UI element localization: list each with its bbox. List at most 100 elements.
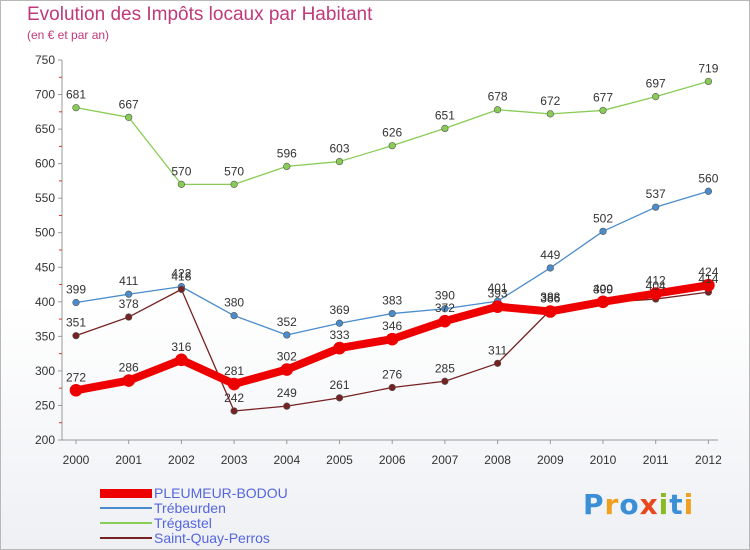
data-point xyxy=(543,305,557,318)
data-point xyxy=(704,77,713,86)
data-label: 672 xyxy=(540,94,560,108)
data-label: 502 xyxy=(593,211,613,225)
data-label: 404 xyxy=(646,279,666,293)
data-point xyxy=(125,290,133,298)
data-label: 603 xyxy=(329,142,349,156)
x-tick-label: 2002 xyxy=(168,453,195,467)
y-tick-label: 500 xyxy=(35,226,55,240)
data-point xyxy=(72,332,80,340)
data-point xyxy=(494,106,502,114)
legend-label: Saint-Quay-Perros xyxy=(154,530,270,546)
x-tick-label: 2000 xyxy=(63,453,90,467)
data-point xyxy=(596,295,610,309)
logo-letter: r xyxy=(604,488,620,521)
y-tick-label: 450 xyxy=(35,260,55,274)
data-label: 393 xyxy=(488,287,508,301)
data-point xyxy=(546,110,554,118)
data-point xyxy=(125,113,133,121)
data-label: 333 xyxy=(329,328,349,342)
data-point xyxy=(283,402,291,410)
data-point xyxy=(546,264,554,272)
data-label: 351 xyxy=(66,316,86,330)
y-tick-label: 300 xyxy=(35,364,55,378)
data-point xyxy=(72,298,80,307)
y-tick-label: 750 xyxy=(35,53,55,67)
data-point xyxy=(652,93,660,101)
data-point xyxy=(177,180,185,188)
data-point xyxy=(335,157,344,166)
y-tick-label: 250 xyxy=(35,398,55,412)
series-tr-gastel xyxy=(72,77,713,188)
data-point xyxy=(438,314,452,328)
data-point xyxy=(385,332,399,346)
data-point xyxy=(441,305,449,313)
series-tr-beurden xyxy=(72,187,713,339)
data-point xyxy=(652,203,660,211)
data-label: 570 xyxy=(224,164,244,178)
y-tick-label: 600 xyxy=(35,157,55,171)
data-point xyxy=(704,187,713,195)
data-label: 352 xyxy=(277,315,297,329)
legend-swatch xyxy=(100,537,152,539)
data-point xyxy=(69,383,83,397)
data-label: 412 xyxy=(646,274,666,288)
x-tick-label: 2011 xyxy=(643,453,669,467)
data-label: 678 xyxy=(488,90,508,104)
data-point xyxy=(702,278,715,292)
data-point xyxy=(335,319,344,327)
logo-letter: P xyxy=(583,488,605,521)
x-tick-label: 2010 xyxy=(590,453,617,467)
series-pleumeur-bodou xyxy=(69,278,715,397)
data-point xyxy=(388,142,396,150)
y-tick-label: 400 xyxy=(35,295,55,309)
data-label: 570 xyxy=(171,164,191,178)
data-label: 285 xyxy=(435,361,455,375)
chart-title: Evolution des Impôts locaux par Habitant xyxy=(27,4,373,25)
data-label: 719 xyxy=(698,61,718,75)
logo-letter: t xyxy=(669,488,684,521)
x-tick-label: 2006 xyxy=(379,453,406,467)
data-label: 311 xyxy=(488,343,507,357)
data-label: 261 xyxy=(329,378,349,392)
data-point xyxy=(230,407,238,415)
data-label: 386 xyxy=(540,291,560,305)
data-label: 281 xyxy=(224,364,244,378)
y-tick-label: 700 xyxy=(35,88,55,102)
logo-letter: i xyxy=(658,488,670,521)
data-label: 272 xyxy=(66,370,86,384)
x-tick-label: 2004 xyxy=(273,453,300,467)
data-point xyxy=(441,377,449,385)
chart-subtitle: (en € et par an) xyxy=(27,28,110,42)
data-point xyxy=(177,285,185,293)
data-label: 414 xyxy=(698,272,718,286)
data-point xyxy=(599,227,607,235)
data-label: 422 xyxy=(171,267,191,281)
data-point xyxy=(122,374,135,387)
data-label: 390 xyxy=(435,289,455,303)
data-label: 401 xyxy=(488,281,508,295)
data-point xyxy=(388,309,396,318)
legend-swatch xyxy=(100,522,152,524)
data-label: 560 xyxy=(698,171,718,185)
data-point xyxy=(72,104,80,112)
data-point xyxy=(283,331,291,339)
data-point xyxy=(230,312,238,320)
data-label: 378 xyxy=(119,297,139,311)
data-label: 449 xyxy=(540,248,560,262)
data-point xyxy=(230,180,238,188)
data-label: 286 xyxy=(119,361,139,375)
data-label: 399 xyxy=(593,283,613,297)
data-label: 369 xyxy=(329,303,349,317)
data-label: 651 xyxy=(435,108,455,122)
data-label: 697 xyxy=(646,77,666,91)
x-tick-label: 2001 xyxy=(115,453,142,467)
data-point xyxy=(441,124,449,132)
y-tick-label: 650 xyxy=(35,122,55,136)
data-label: 418 xyxy=(171,269,191,283)
data-point xyxy=(280,363,294,376)
data-label: 380 xyxy=(224,296,244,310)
data-label: 400 xyxy=(593,282,613,296)
data-label: 316 xyxy=(171,340,191,354)
